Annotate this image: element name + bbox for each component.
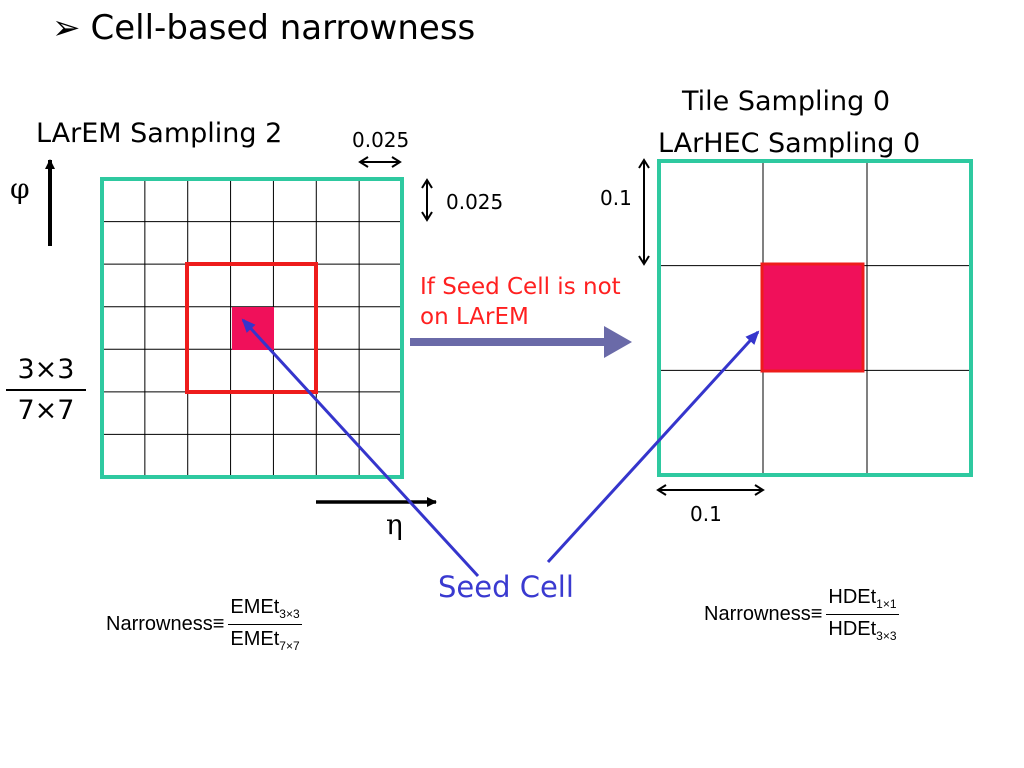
seed-cell-label: Seed Cell: [438, 570, 574, 604]
hec-eta-dimension-arrow: [656, 484, 765, 496]
formula-hd-num: HDEt: [828, 586, 877, 608]
title-text: Cell-based narrowness: [90, 8, 476, 48]
formula-hd-lhs: Narrowness≡: [704, 603, 823, 625]
tile-label: Tile Sampling 0: [682, 86, 890, 117]
hec-phi-dimension-arrow: [638, 158, 650, 266]
formula-hd: Narrowness≡ HDEt1×1 HDEt3×3: [704, 586, 899, 643]
larhec-label: LArHEC Sampling 0: [658, 128, 921, 159]
hec-eta-width-label: 0.1: [690, 502, 722, 526]
larem-phi-height-label: 0.025: [446, 190, 504, 214]
formula-em-lhs: Narrowness≡: [106, 613, 225, 635]
formula-hd-num-sub: 1×1: [876, 597, 897, 611]
formula-em-den-sub: 7×7: [279, 639, 300, 653]
transition-arrow: [410, 326, 632, 358]
formula-hd-bar: [826, 614, 899, 615]
formula-em: Narrowness≡ EMEt3×3 EMEt7×7: [106, 596, 302, 653]
formula-em-den: EMEt: [230, 628, 280, 650]
formula-hd-den-sub: 3×3: [876, 629, 897, 643]
seed-pointer-left: [241, 318, 480, 578]
hec-3x3-frame: [657, 159, 973, 477]
formula-em-num: EMEt: [230, 596, 280, 618]
fraction-numerator: 3×3: [17, 354, 75, 385]
larem-seed-cell: [232, 307, 274, 350]
larem-7x7-frame: [100, 177, 404, 479]
larem-eta-dimension-arrow: [358, 156, 402, 168]
seed-pointer-right: [546, 330, 760, 564]
formula-hd-den: HDEt: [828, 618, 877, 640]
hec-phi-height-label: 0.1: [600, 186, 632, 210]
larem-eta-width-label: 0.025: [352, 128, 410, 152]
larem-3x3-window: [185, 262, 318, 394]
window-fraction: 3×3 7×7: [6, 354, 86, 426]
phi-symbol: φ: [10, 172, 30, 205]
slide-title: ➢ Cell-based narrowness: [52, 8, 475, 48]
fraction-denominator: 7×7: [17, 395, 75, 426]
transition-text: If Seed Cell is not on LArEM: [420, 274, 621, 330]
fraction-bar: [6, 389, 86, 391]
hec-seed-cell: [760, 262, 865, 373]
formula-em-num-sub: 3×3: [279, 607, 300, 621]
larem-label: LArEM Sampling 2: [36, 118, 283, 149]
formula-em-bar: [228, 624, 302, 625]
larem-phi-dimension-arrow: [421, 178, 433, 222]
eta-symbol: η: [386, 508, 403, 541]
bullet-arrow-icon: ➢: [52, 8, 81, 48]
